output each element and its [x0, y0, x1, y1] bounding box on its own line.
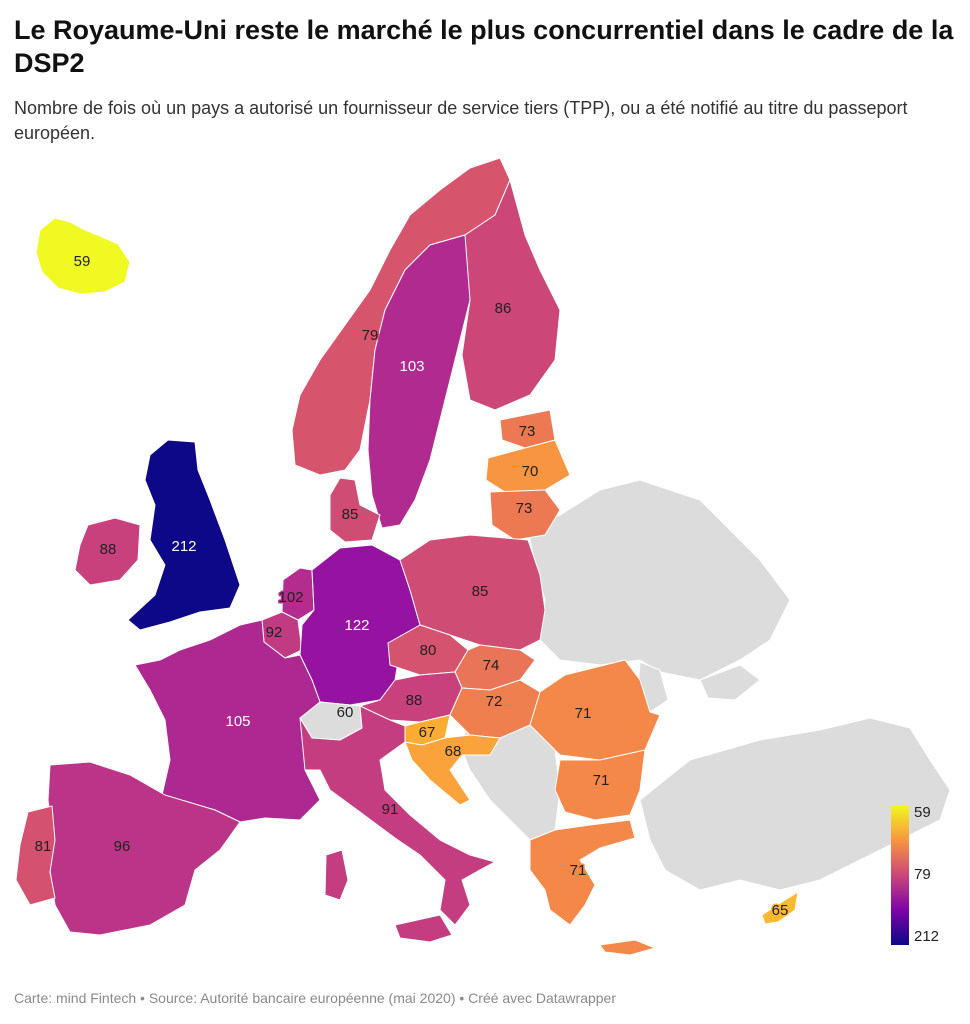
country-crimea: [699, 664, 761, 701]
country-greece: [529, 819, 636, 926]
chart-title: Le Royaume-Uni reste le marché le plus c…: [14, 15, 954, 78]
country-uk: [127, 439, 241, 631]
country-france: [134, 619, 321, 823]
footer-source: Carte: mind Fintech • Source: Autorité b…: [14, 990, 617, 1006]
no-data-countries: [459, 479, 951, 891]
country-crete: [599, 939, 656, 956]
country-latvia: [485, 439, 571, 493]
country-croatia: [404, 734, 501, 806]
value-labels: 59 79 103 86 73 70 73 85 212 88 102 92 1…: [33, 251, 790, 920]
label-norway: 79: [362, 327, 379, 344]
country-bulgaria: [554, 749, 646, 821]
label-uk: 212: [171, 538, 196, 555]
country-denmark: [329, 477, 381, 543]
country-iceland: [35, 217, 131, 295]
label-sweden: 103: [399, 358, 424, 375]
label-switzerland: 60: [337, 704, 354, 721]
label-belgium: 92: [266, 624, 283, 641]
country-sicily: [394, 914, 453, 943]
label-france: 105: [225, 713, 250, 730]
country-sweden: [367, 234, 476, 529]
country-cyprus: [761, 891, 799, 925]
label-ireland: 88: [100, 541, 117, 558]
label-iceland: 59: [74, 253, 91, 270]
label-hungary: 72: [486, 693, 503, 710]
country-italy: [299, 705, 496, 926]
label-italy: 91: [382, 801, 399, 818]
country-sardinia: [324, 849, 349, 901]
label-austria: 88: [406, 692, 423, 709]
label-latvia: 70: [522, 463, 539, 480]
label-denmark: 85: [342, 506, 359, 523]
label-estonia: 73: [519, 423, 536, 440]
label-netherlands: 102: [278, 589, 303, 606]
label-poland: 85: [472, 583, 489, 600]
legend-min-label: 59: [914, 804, 931, 821]
label-slovakia: 74: [483, 657, 500, 674]
chart-subtitle: Nombre de fois où un pays a autorisé un …: [14, 98, 908, 143]
label-germany: 122: [344, 617, 369, 634]
label-bulgaria: 71: [593, 772, 610, 789]
country-turkey: [639, 717, 951, 891]
label-croatia: 68: [445, 743, 462, 760]
label-romania: 71: [575, 705, 592, 722]
label-slovenia: 67: [419, 724, 436, 741]
legend-max-label: 212: [914, 928, 940, 945]
label-portugal: 81: [35, 838, 52, 855]
label-cyprus: 65: [772, 902, 789, 919]
label-spain: 96: [114, 838, 131, 855]
legend-color-scale: [891, 805, 909, 945]
europe-map: 59 79 103 86 73 70 73 85 212 88 102 92 1…: [15, 157, 951, 956]
label-czechia: 80: [420, 642, 437, 659]
data-countries: [15, 157, 799, 956]
label-lithuania: 73: [516, 500, 533, 517]
country-portugal: [15, 805, 56, 906]
label-greece: 71: [570, 862, 587, 879]
label-finland: 86: [495, 300, 512, 317]
country-austria: [359, 671, 463, 723]
legend-mid-label: 79: [914, 866, 931, 883]
country-lithuania: [489, 489, 561, 541]
country-romania: [529, 659, 661, 761]
country-eastern-europe: [527, 479, 791, 681]
country-ireland: [74, 517, 141, 586]
country-finland: [461, 179, 561, 411]
